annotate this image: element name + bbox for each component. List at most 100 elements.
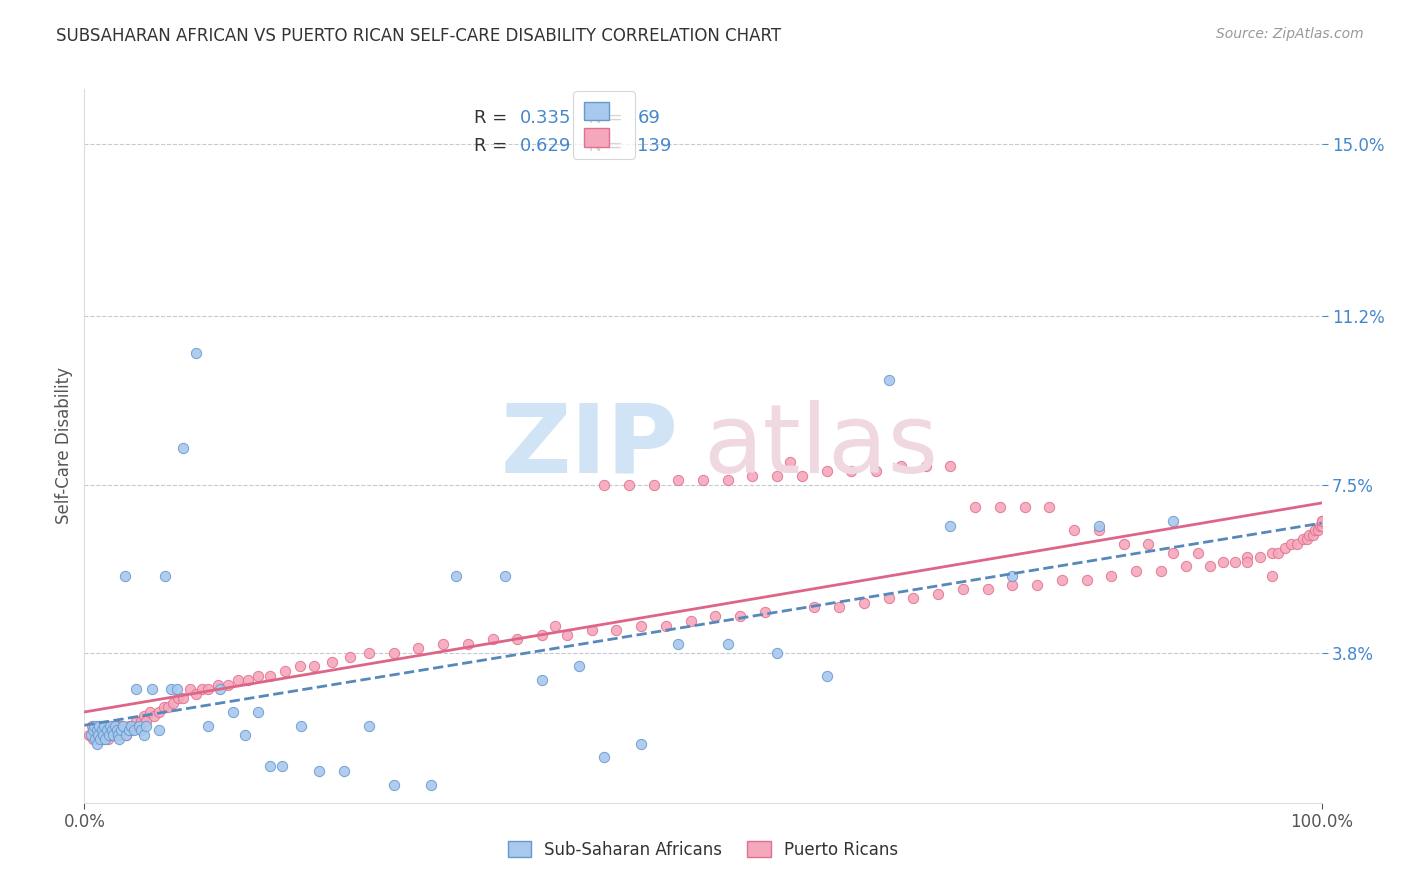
Text: N =: N = [576, 137, 628, 155]
Point [1137, 537, 1160, 551]
Point [754, 605, 776, 619]
Point [1306, 523, 1329, 537]
Point [118, 723, 141, 737]
Point [555, 627, 578, 641]
Point [815, 668, 838, 682]
Text: Source: ZipAtlas.com: Source: ZipAtlas.com [1216, 27, 1364, 41]
Point [581, 623, 603, 637]
Point [84, 732, 107, 747]
Point [86, 718, 108, 732]
Point [1125, 564, 1147, 578]
Text: 139: 139 [637, 137, 672, 155]
Point [105, 718, 128, 732]
Point [110, 723, 132, 737]
Point [877, 373, 900, 387]
Legend: Sub-Saharan Africans, Puerto Ricans: Sub-Saharan Africans, Puerto Ricans [501, 835, 905, 866]
Point [94, 732, 117, 747]
Point [903, 591, 925, 606]
Point [172, 442, 194, 456]
Point [105, 723, 128, 737]
Point [166, 682, 188, 697]
Point [98, 723, 121, 737]
Point [952, 582, 974, 597]
Text: 0.629: 0.629 [520, 137, 571, 155]
Point [148, 723, 170, 737]
Point [90, 723, 112, 737]
Point [382, 778, 405, 792]
Point [815, 464, 838, 478]
Point [89, 732, 111, 747]
Point [100, 718, 122, 732]
Point [531, 673, 554, 687]
Point [692, 473, 714, 487]
Point [1274, 541, 1296, 556]
Point [108, 732, 131, 747]
Point [965, 500, 987, 515]
Point [630, 618, 652, 632]
Point [444, 568, 467, 582]
Point [139, 705, 162, 719]
Point [125, 714, 148, 728]
Point [617, 477, 640, 491]
Text: R =: R = [474, 109, 513, 127]
Point [141, 682, 163, 697]
Point [568, 659, 591, 673]
Point [160, 682, 183, 697]
Point [93, 718, 115, 732]
Point [790, 468, 813, 483]
Point [79, 728, 101, 742]
Point [120, 718, 142, 732]
Point [728, 609, 751, 624]
Point [222, 705, 245, 719]
Point [101, 723, 124, 737]
Point [1001, 577, 1024, 591]
Point [1302, 527, 1324, 541]
Point [132, 709, 155, 723]
Point [96, 718, 118, 732]
Point [543, 618, 565, 632]
Point [939, 518, 962, 533]
Point [259, 668, 281, 682]
Point [93, 723, 115, 737]
Point [207, 678, 229, 692]
Point [209, 682, 232, 697]
Point [172, 691, 194, 706]
Point [666, 637, 689, 651]
Point [90, 718, 112, 732]
Point [162, 696, 184, 710]
Point [89, 718, 111, 732]
Point [107, 728, 129, 742]
Point [152, 700, 174, 714]
Point [197, 718, 219, 732]
Point [1298, 527, 1320, 541]
Point [1261, 568, 1284, 582]
Point [97, 732, 120, 747]
Point [304, 659, 326, 673]
Point [1088, 523, 1111, 537]
Point [101, 728, 124, 742]
Point [643, 477, 665, 491]
Point [79, 728, 101, 742]
Text: N =: N = [576, 109, 628, 127]
Point [128, 718, 150, 732]
Text: atlas: atlas [703, 400, 938, 492]
Point [83, 718, 105, 732]
Point [339, 650, 361, 665]
Point [531, 627, 554, 641]
Point [197, 682, 219, 697]
Point [89, 728, 111, 742]
Point [506, 632, 529, 647]
Point [115, 728, 138, 742]
Point [135, 714, 157, 728]
Point [108, 728, 131, 742]
Point [1161, 546, 1184, 560]
Y-axis label: Self-Care Disability: Self-Care Disability [55, 368, 73, 524]
Text: SUBSAHARAN AFRICAN VS PUERTO RICAN SELF-CARE DISABILITY CORRELATION CHART: SUBSAHARAN AFRICAN VS PUERTO RICAN SELF-… [56, 27, 782, 45]
Point [91, 732, 114, 747]
Point [233, 728, 256, 742]
Point [112, 723, 135, 737]
Point [717, 473, 740, 487]
Point [179, 682, 201, 697]
Point [1161, 514, 1184, 528]
Point [83, 723, 105, 737]
